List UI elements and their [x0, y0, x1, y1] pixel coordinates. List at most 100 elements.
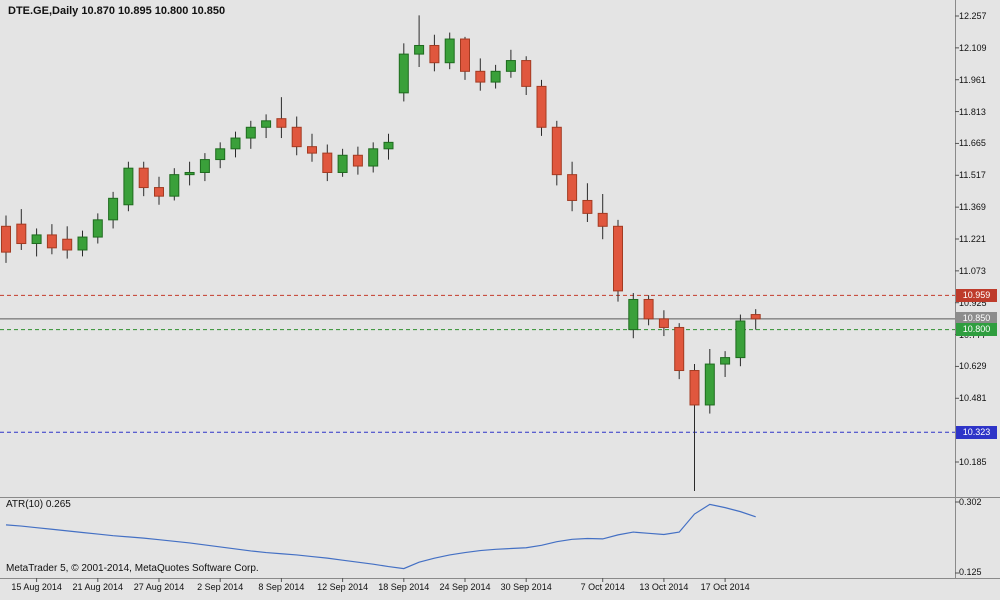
price-axis-label: 11.517	[959, 170, 986, 181]
chart-title: DTE.GE,Daily 10.870 10.895 10.800 10.850	[8, 5, 226, 17]
candle	[475, 58, 486, 91]
time-axis-label: 21 Aug 2014	[72, 582, 124, 592]
price-axis[interactable]: 12.257 12.109 11.961 11.813 11.665 11.517 11.3…	[955, 0, 1000, 578]
candle-body	[521, 60, 532, 87]
candle-body	[720, 357, 731, 365]
candle-body	[429, 44, 440, 64]
candle-body	[414, 44, 425, 55]
candle-body	[383, 141, 394, 150]
price-axis-label: 10.481	[959, 393, 987, 404]
candle-body	[352, 154, 363, 167]
candle	[521, 56, 532, 95]
time-axis-label: 12 Sep 2014	[317, 582, 369, 592]
candle	[444, 32, 455, 70]
candle-body	[658, 318, 669, 328]
candle-body	[582, 199, 593, 214]
candle	[505, 49, 516, 78]
candle	[261, 114, 272, 139]
candle-body	[475, 70, 486, 83]
atr-line	[5, 503, 756, 570]
time-axis-label: 30 Sep 2014	[500, 582, 552, 592]
candle	[643, 295, 654, 326]
candle-body	[551, 126, 562, 176]
candle	[536, 79, 547, 136]
candle	[613, 219, 623, 302]
candle-body	[322, 152, 333, 173]
price-axis-label: 10.629	[959, 361, 987, 372]
indicator-axis-max: 0.302	[959, 497, 982, 507]
candle-body	[505, 60, 516, 72]
candle-body	[674, 326, 685, 372]
candle	[658, 310, 669, 337]
candle-body	[169, 174, 180, 197]
candle	[704, 348, 715, 414]
price-axis-label: 12.109	[959, 42, 987, 53]
candle-body	[460, 38, 470, 72]
candle	[551, 120, 562, 186]
candle	[276, 97, 287, 139]
candle-body	[291, 126, 302, 148]
time-axis-label: 2 Sep 2014	[197, 582, 244, 592]
time-axis-label: 18 Sep 2014	[378, 582, 430, 592]
candle-body	[398, 53, 409, 94]
candle-body	[230, 137, 241, 150]
candle	[582, 183, 593, 222]
candle	[597, 194, 608, 240]
price-axis-label: 11.369	[959, 202, 986, 213]
candle-body	[245, 126, 256, 139]
indicator-label: ATR(10) 0.265	[6, 499, 71, 510]
level-lines-layer	[0, 294, 955, 433]
candle-body	[215, 148, 226, 161]
candle-body	[108, 197, 119, 221]
candle	[628, 293, 639, 339]
price-axis-label: 10.185	[959, 456, 987, 467]
candle	[337, 148, 348, 177]
candle-body	[184, 171, 195, 176]
candle	[215, 142, 226, 169]
time-axis[interactable]: 15 Aug 2014 21 Aug 2014 27 Aug 2014 2 Sep 2…	[0, 578, 1000, 600]
candle	[154, 176, 164, 205]
price-axis-label: 10.925	[959, 297, 987, 308]
candle-body	[307, 146, 317, 154]
candle	[567, 161, 578, 212]
candle	[108, 191, 119, 229]
candle	[689, 364, 700, 492]
price-badge: 10.850	[956, 312, 997, 326]
candle	[490, 64, 501, 89]
candle	[398, 43, 409, 102]
time-axis-label: 17 Oct 2014	[700, 582, 750, 592]
candle	[429, 34, 440, 72]
candle	[414, 15, 425, 68]
time-axis-label: 27 Aug 2014	[133, 582, 185, 592]
candle	[368, 142, 379, 173]
candle-body	[597, 212, 608, 227]
time-axis-label: 13 Oct 2014	[639, 582, 689, 592]
candle-body	[276, 118, 287, 128]
candle	[46, 224, 57, 255]
candle-body	[16, 223, 27, 245]
candle	[230, 131, 241, 158]
candle	[199, 153, 210, 182]
candle	[77, 230, 88, 257]
candle	[674, 323, 685, 380]
candle-body	[567, 174, 578, 201]
candle-body	[704, 363, 715, 406]
price-badge: 10.323	[956, 425, 997, 439]
price-axis-label: 11.665	[959, 138, 986, 149]
candle	[460, 36, 470, 80]
candle	[16, 209, 27, 250]
candle-body	[46, 234, 57, 249]
copyright-text: MetaTrader 5, © 2001-2014, MetaQuotes So…	[6, 563, 259, 574]
price-axis-label: 11.961	[959, 74, 986, 85]
candle-body	[31, 234, 42, 245]
candle-body	[337, 154, 348, 173]
candle-body	[62, 238, 73, 251]
candle	[307, 133, 317, 162]
candles-layer	[1, 15, 761, 492]
candle-body	[628, 298, 639, 331]
candle-body	[735, 320, 746, 359]
price-axis-label: 11.073	[959, 265, 986, 276]
